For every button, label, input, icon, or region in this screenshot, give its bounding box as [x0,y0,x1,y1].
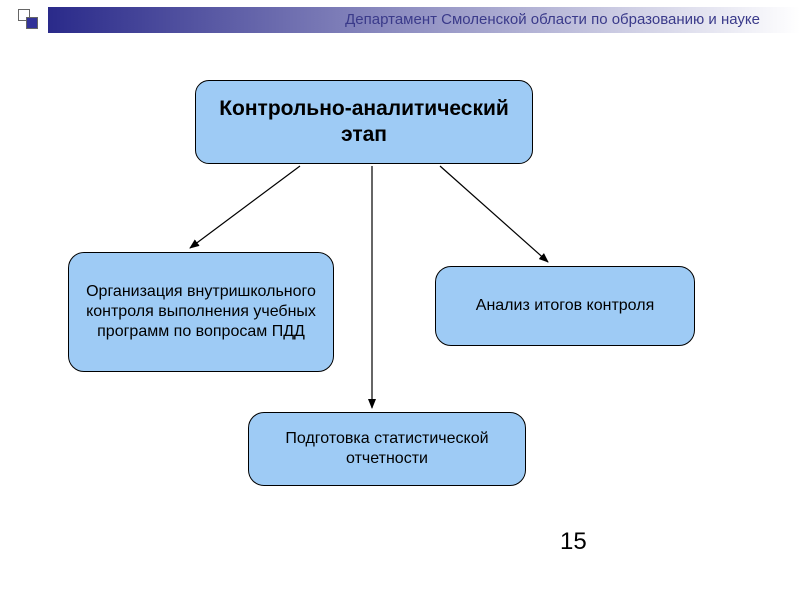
node-bottom: Подготовка статистической отчетности [248,412,526,486]
node-root: Контрольно-аналитический этап [195,80,533,164]
node-left: Организация внутришкольного контроля вып… [68,252,334,372]
header-title: Департамент Смоленской области по образо… [345,11,760,28]
slide-header: Департамент Смоленской области по образо… [0,7,800,33]
page-number: 15 [560,528,587,556]
edge-root-left [190,166,300,248]
node-right: Анализ итогов контроля [435,266,695,346]
header-logo-squares [18,9,48,31]
logo-square-front [26,17,38,29]
edge-root-right [440,166,548,262]
